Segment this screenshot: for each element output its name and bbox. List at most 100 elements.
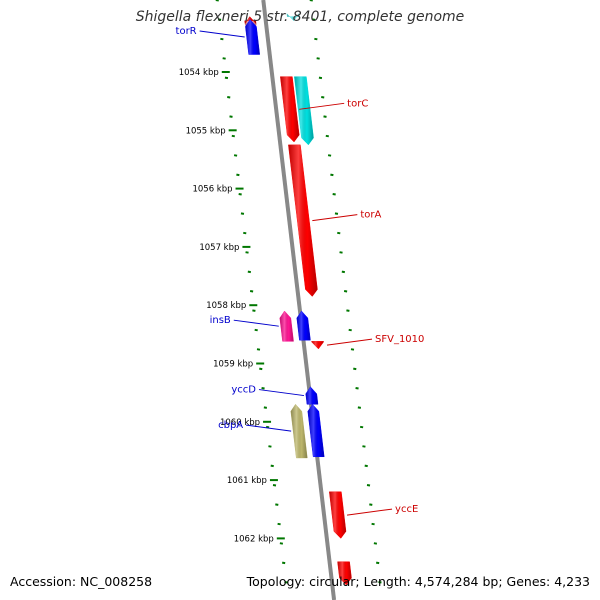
tick-dot — [252, 309, 256, 312]
tick-dot — [364, 464, 368, 468]
tick-dot — [316, 57, 320, 60]
tick-dot — [233, 154, 238, 157]
gene-arrow-shade — [279, 311, 294, 342]
gene-arrow-shade — [280, 76, 300, 142]
gene-leader-line — [233, 319, 279, 327]
tick-dot — [373, 542, 378, 545]
gene-leader-line — [299, 102, 345, 110]
tick-dot — [350, 348, 355, 351]
gene-arrow-shade — [337, 561, 352, 586]
tick-dot — [222, 57, 226, 60]
tick-label: 1059 kbp — [213, 360, 253, 370]
gene-leader-line — [199, 30, 245, 38]
gene-label: cbpA — [218, 420, 243, 431]
tick-dot — [321, 96, 325, 99]
tick-dot — [261, 387, 265, 390]
tick-dot — [243, 231, 247, 235]
gene-label: torC — [347, 98, 368, 109]
tick-dot — [275, 503, 279, 506]
gene-label: yccD — [231, 385, 256, 396]
tick-dot — [231, 134, 235, 138]
gene-leader-line — [346, 508, 393, 516]
tick-dot — [254, 328, 258, 332]
tick-dot — [265, 425, 270, 429]
gene-arrow-shade — [305, 386, 318, 405]
gene-arrow-shade — [296, 311, 311, 341]
tick-dot — [323, 115, 327, 118]
gene-leader-line — [326, 338, 373, 346]
tick-dot — [236, 173, 240, 177]
tick-dot — [325, 134, 329, 138]
tick-dot — [279, 542, 284, 545]
tick-dot — [339, 251, 343, 254]
tick-dot — [256, 348, 261, 351]
tick-label: 1060 kbp — [220, 418, 260, 428]
feature-layer — [244, 12, 352, 586]
gene-arrow-shade — [245, 19, 260, 55]
map-title: Shigella flexneri 5 str. 8401, complete … — [135, 9, 465, 25]
tick-dot — [311, 18, 316, 21]
tick-dot — [277, 522, 281, 526]
tick-dot — [337, 231, 341, 235]
tick-dot — [362, 445, 366, 448]
tick-label: 1056 kbp — [192, 185, 232, 195]
gene-arrow-shade — [294, 76, 314, 145]
tick-dot — [224, 76, 229, 80]
tick-dot — [284, 581, 288, 584]
tick-dot — [247, 270, 251, 274]
tick-dot — [270, 464, 274, 468]
tick-label: 1061 kbp — [227, 476, 267, 486]
tick-dot — [343, 290, 348, 293]
tick-dot — [353, 367, 357, 371]
gene-arrow-shade — [288, 144, 318, 297]
gene-leader-line — [312, 214, 358, 222]
tick-dot — [355, 387, 359, 390]
tick-dot — [259, 367, 263, 371]
gene-label: yccE — [395, 504, 418, 515]
tick-dot — [378, 581, 382, 584]
genome-backbone — [261, 0, 337, 600]
tick-dot — [314, 37, 318, 41]
tick-label: 1055 kbp — [186, 126, 226, 136]
gene-label: insB — [210, 315, 231, 326]
tick-dot — [330, 173, 334, 177]
tick-dot — [318, 76, 323, 80]
tick-dot — [282, 561, 286, 565]
gene-arrow-shade — [311, 341, 324, 349]
tick-dot — [332, 193, 336, 196]
tick-label: 1062 kbp — [234, 534, 274, 544]
accession-text: Accession: NC_008258 — [10, 574, 153, 589]
gene-leader-line — [258, 389, 305, 397]
gene-label: torR — [176, 26, 197, 37]
tick-dot — [309, 0, 313, 2]
tick-dot — [238, 193, 242, 196]
tick-dot — [346, 309, 350, 312]
tick-dot — [272, 484, 277, 487]
tick-dot — [229, 115, 233, 118]
tick-dot — [348, 328, 352, 332]
tick-dot — [240, 212, 245, 215]
backbone-layer — [261, 0, 337, 600]
tick-dot — [268, 445, 272, 448]
tick-dot — [366, 484, 371, 487]
tick-dot — [220, 37, 224, 41]
tick-dot — [357, 406, 362, 409]
gene-arrow-shade — [290, 404, 308, 458]
gene-label: torA — [360, 210, 381, 221]
gene-arrow-shade — [329, 491, 346, 539]
gene-arrow-shade — [286, 13, 300, 21]
tick-dot — [263, 406, 268, 409]
tick-dot — [334, 212, 339, 215]
tick-dot — [217, 18, 222, 21]
tick-dot — [371, 522, 375, 526]
tick-dot — [327, 154, 332, 157]
tick-dot — [359, 425, 364, 429]
tick-dot — [341, 270, 345, 274]
tick-dot — [215, 0, 219, 2]
tick-dot — [245, 251, 249, 254]
tick-dot — [227, 96, 231, 99]
gene-arrow-shade — [307, 404, 325, 457]
tick-label: 1054 kbp — [179, 68, 219, 78]
tick-label: 1058 kbp — [206, 301, 246, 311]
